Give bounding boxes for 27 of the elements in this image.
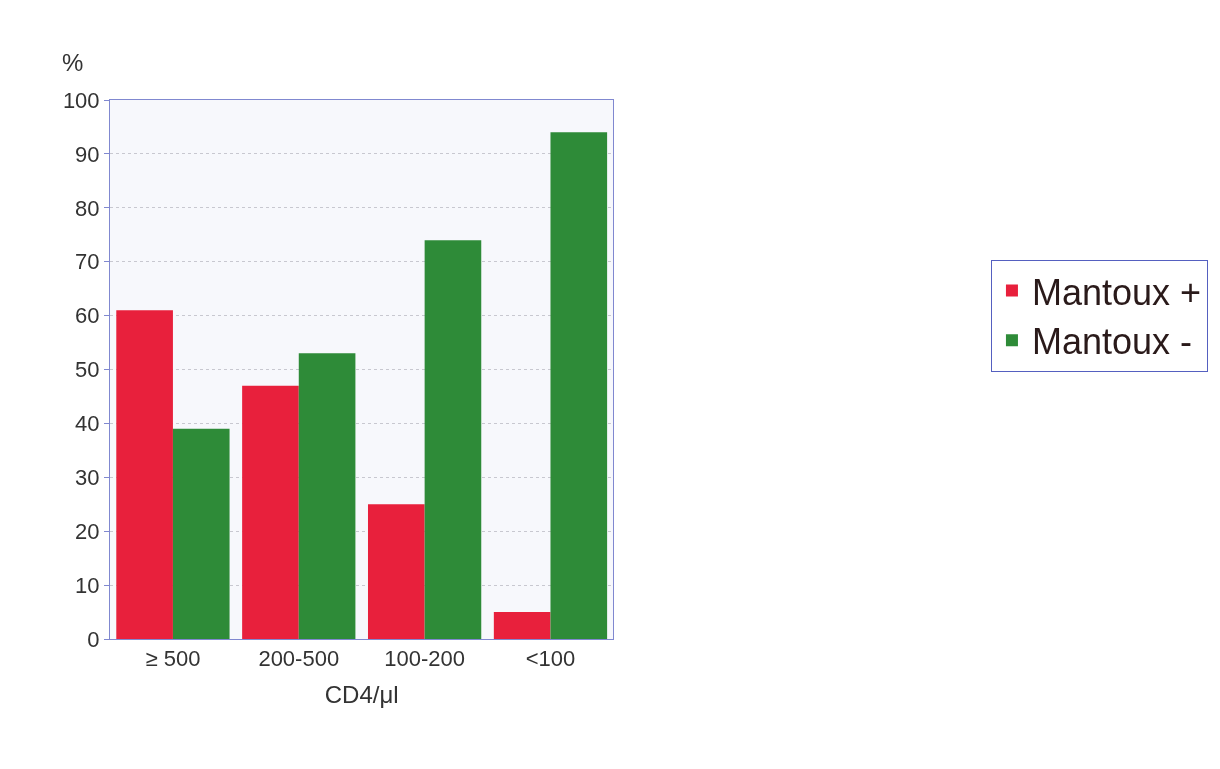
y-tick-label: 10 xyxy=(75,572,100,598)
y-tick-label: 90 xyxy=(75,141,100,167)
bar xyxy=(242,385,299,639)
x-tick-label: <100 xyxy=(525,646,576,672)
y-tick-label: 50 xyxy=(75,357,100,383)
x-tick-label: 100-200 xyxy=(384,646,466,672)
x-axis-title: CD4/μl xyxy=(324,680,399,708)
bar xyxy=(424,240,482,639)
bar xyxy=(493,612,551,639)
y-tick-label: 100 xyxy=(62,87,100,113)
y-tick-label: 0 xyxy=(87,626,100,652)
y-tick-label: 40 xyxy=(75,411,100,437)
legend-label: Mantoux + xyxy=(1031,271,1202,313)
y-axis-title: % xyxy=(62,49,84,76)
y-tick-label: 80 xyxy=(75,195,100,221)
bar xyxy=(172,428,230,639)
y-tick-label: 60 xyxy=(75,303,100,329)
bar xyxy=(367,504,425,639)
x-tick-label: ≥ 500 xyxy=(145,646,201,672)
bar xyxy=(550,132,608,639)
x-tick-label: 200-500 xyxy=(258,646,340,672)
legend-label: Mantoux - xyxy=(1031,321,1193,363)
bar xyxy=(298,353,356,639)
y-tick-label: 30 xyxy=(75,465,100,490)
bar xyxy=(116,310,173,639)
y-tick-label: 20 xyxy=(75,518,100,544)
y-tick-label: 70 xyxy=(75,249,100,275)
